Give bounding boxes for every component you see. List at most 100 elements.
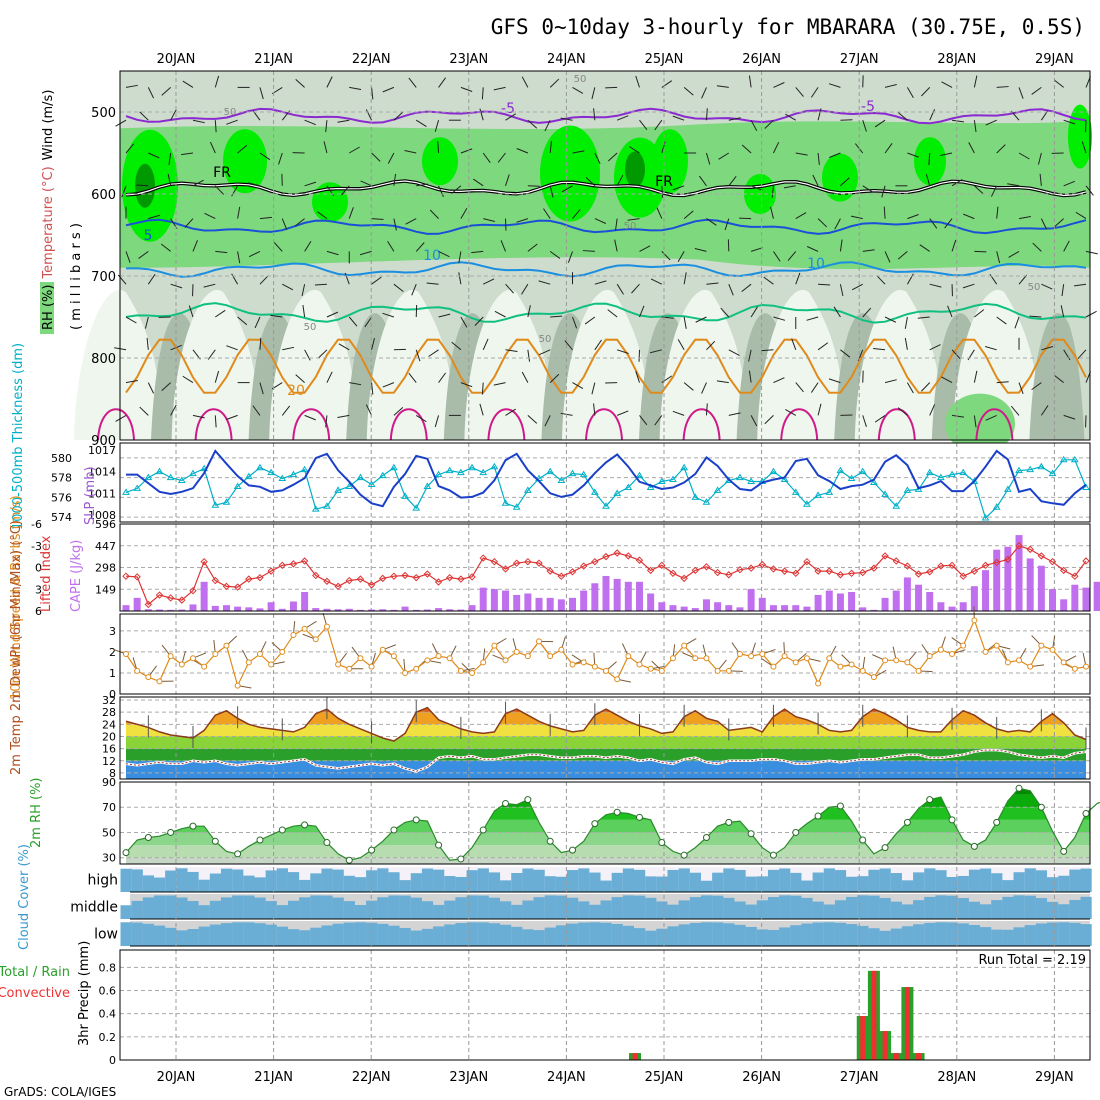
wind-barb (472, 178, 484, 187)
wind-barb (741, 144, 752, 154)
temp-tick: 20 (102, 730, 116, 743)
ylabel-part: RH (%) (41, 285, 56, 330)
wind-barb (639, 185, 652, 189)
cloud-cover-bar (321, 895, 333, 919)
thickness-marker (479, 468, 488, 476)
wind-barb (683, 210, 694, 219)
cloud-cover-bar (254, 923, 266, 946)
wind-barb (881, 185, 886, 198)
slp-line (126, 449, 1087, 508)
wind-barb (607, 152, 618, 162)
thickness-marker (602, 502, 610, 509)
cape-bar (959, 602, 967, 611)
cloud-cover-bar (890, 873, 902, 892)
wind-marker (736, 651, 743, 657)
wind-barb (783, 185, 796, 189)
pressure-tick-label: 700 (91, 270, 116, 285)
wind-barb (408, 372, 417, 383)
slp-tick: 1011 (88, 487, 116, 500)
wind-marker (368, 663, 375, 670)
wind-barb (136, 184, 149, 187)
lifted-marker (1015, 542, 1023, 550)
panel-frame (119, 613, 1091, 695)
wind-barb (764, 119, 774, 129)
lifted-marker (903, 562, 912, 570)
wind-barb (460, 86, 473, 92)
rh-dry-zone (464, 289, 555, 440)
cloud-row-label: low (94, 927, 118, 943)
cloud-cover-bar (667, 926, 679, 946)
cape-bar (982, 570, 990, 611)
panel-frame (119, 523, 1091, 612)
cloud-cover-bar (790, 872, 802, 892)
lifted-marker (512, 559, 521, 567)
thickness-marker (769, 467, 778, 475)
wind-barb (1018, 152, 1030, 160)
wind-barb (325, 120, 328, 133)
wind-barb (1081, 141, 1087, 154)
wind-marker (491, 642, 498, 649)
cloud-cover-bar (466, 895, 478, 919)
wind-barb (248, 182, 261, 187)
wind-barb (203, 283, 216, 288)
cape-bar (848, 592, 856, 611)
precip-tick: 0.4 (99, 1008, 117, 1021)
wind-barb (204, 212, 216, 220)
cloud-cover-bar (723, 923, 735, 946)
cloud-cover-bar (343, 922, 355, 946)
wind-barb (209, 141, 216, 154)
cloud-cover-bar (544, 927, 556, 946)
wind-barb (371, 87, 374, 100)
wind-marker (982, 648, 989, 655)
thickness-marker (378, 471, 387, 479)
wind-marker (770, 663, 777, 670)
rh-marker (725, 818, 733, 826)
wind-barb (360, 180, 372, 187)
cape-bar (903, 577, 911, 611)
wind-barb (584, 316, 596, 325)
upper-air-ylabel: RH (%) Temperature (°C) Wind (m/s) (41, 90, 56, 330)
wind-barb (341, 185, 350, 196)
cloud-cover-bar (712, 895, 724, 919)
wind-marker (625, 653, 632, 660)
thickness-marker (144, 473, 153, 481)
wind-marker (703, 655, 710, 662)
wind-barb (661, 185, 664, 198)
cape-bar (658, 602, 666, 611)
cloud-cover-bar (1002, 896, 1014, 919)
cloud-cover-bar (165, 927, 177, 946)
cloud-cover-bar (421, 901, 434, 919)
thickness-marker (345, 482, 354, 489)
cloud-cover-bar (1002, 880, 1014, 892)
cloud-cover-bar (377, 868, 389, 892)
wind-barb (582, 250, 595, 252)
wind-barb (616, 115, 629, 121)
cloud-cover-bar (433, 869, 445, 892)
wind-barb (699, 175, 707, 187)
cloud-cover-bar (343, 901, 355, 919)
lifted-marker (646, 566, 655, 575)
lifted-marker (233, 583, 242, 591)
cloud-cover-bar (232, 922, 244, 946)
cloud-cover-bar (622, 925, 635, 946)
cloud-cover-bar (299, 879, 311, 892)
isotherm-25-loop (97, 408, 135, 441)
rh-band-80 (914, 137, 946, 186)
wind-barb (382, 382, 395, 388)
cape-bar (379, 609, 387, 611)
wind-barb (677, 251, 685, 263)
cloud-cover-bar (388, 925, 400, 946)
pressure-tick-label: 900 (91, 434, 116, 449)
wind-barb (382, 312, 395, 318)
cape-bar (211, 605, 219, 611)
cloud-cover-bar (946, 876, 958, 892)
thickness-marker (780, 475, 789, 483)
rh-marker (390, 826, 398, 834)
wind-marker (870, 674, 877, 681)
rh-marker (301, 821, 309, 829)
wind-barb (365, 404, 373, 416)
wind-barb (161, 382, 171, 392)
thickness-marker (635, 471, 644, 479)
cloud-cover-bar (142, 897, 155, 919)
wind-barb (1040, 218, 1048, 230)
